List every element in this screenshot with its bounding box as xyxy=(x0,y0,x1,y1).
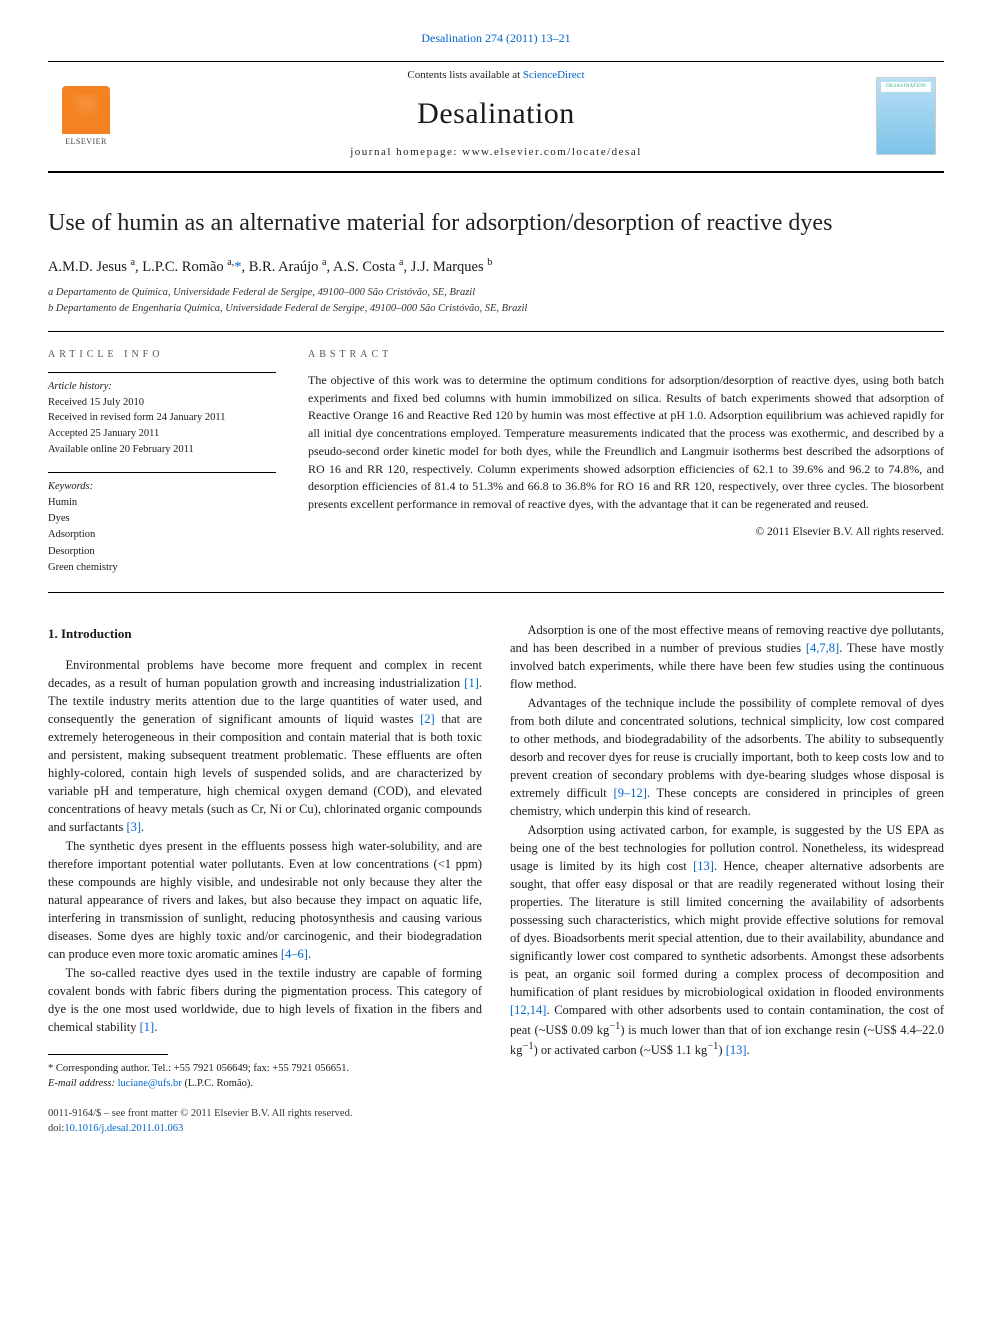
abstract-copyright: © 2011 Elsevier B.V. All rights reserved… xyxy=(308,524,944,540)
journal-cover-label: DESALINATION xyxy=(877,83,935,90)
elsevier-tree-icon xyxy=(62,86,110,134)
history-received: Received 15 July 2010 xyxy=(48,395,276,411)
body-para: Environmental problems have become more … xyxy=(48,656,482,836)
journal-name: Desalination xyxy=(124,93,868,135)
keyword: Dyes xyxy=(48,511,276,527)
body-para: Adsorption is one of the most effective … xyxy=(510,621,944,693)
history-accepted: Accepted 25 January 2011 xyxy=(48,426,276,442)
corresponding-email-link[interactable]: luciane@ufs.br xyxy=(118,1078,182,1089)
keyword: Green chemistry xyxy=(48,560,276,576)
article-history-label: Article history: xyxy=(48,379,276,395)
abstract-section: ABSTRACT The objective of this work was … xyxy=(308,348,944,576)
author-list: A.M.D. Jesus a, L.P.C. Romão a,*, B.R. A… xyxy=(48,256,944,277)
body-para: Adsorption using activated carbon, for e… xyxy=(510,821,944,1059)
doi-link[interactable]: 10.1016/j.desal.2011.01.063 xyxy=(64,1123,183,1134)
keywords-block: Keywords: Humin Dyes Adsorption Desorpti… xyxy=(48,472,276,577)
abstract-label: ABSTRACT xyxy=(308,348,944,362)
journal-cover-icon: DESALINATION xyxy=(876,77,936,155)
abstract-body: The objective of this work was to determ… xyxy=(308,372,944,514)
publisher-logo: ELSEVIER xyxy=(48,62,124,171)
doi-prefix: doi: xyxy=(48,1123,64,1134)
keyword: Adsorption xyxy=(48,527,276,543)
article-title: Use of humin as an alternative material … xyxy=(48,207,944,241)
body-para: Advantages of the technique include the … xyxy=(510,694,944,820)
affiliation-b: b Departamento de Engenharia Química, Un… xyxy=(48,301,944,317)
email-label: E-mail address: xyxy=(48,1078,115,1089)
journal-masthead: ELSEVIER Contents lists available at Sci… xyxy=(48,61,944,173)
divider-line xyxy=(48,331,944,332)
footnote-separator xyxy=(48,1054,168,1055)
body-para: The synthetic dyes present in the efflue… xyxy=(48,837,482,963)
contents-lists-line: Contents lists available at ScienceDirec… xyxy=(124,68,868,83)
section-heading-intro: 1. Introduction xyxy=(48,625,482,644)
body-para: The so-called reactive dyes used in the … xyxy=(48,964,482,1036)
keyword: Desorption xyxy=(48,544,276,560)
running-citation: Desalination 274 (2011) 13–21 xyxy=(48,30,944,47)
article-body: 1. Introduction Environmental problems h… xyxy=(48,621,944,1091)
issn-copyright-line: 0011-9164/$ – see front matter © 2011 El… xyxy=(48,1107,944,1122)
corresponding-author-note: * Corresponding author. Tel.: +55 7921 0… xyxy=(48,1061,482,1076)
history-online: Available online 20 February 2011 xyxy=(48,442,276,458)
history-revised: Received in revised form 24 January 2011 xyxy=(48,410,276,426)
email-attribution: (L.P.C. Romão). xyxy=(184,1078,253,1089)
publisher-name: ELSEVIER xyxy=(65,136,107,147)
journal-cover-thumb: DESALINATION xyxy=(868,62,944,171)
contents-lists-prefix: Contents lists available at xyxy=(407,69,522,81)
affiliations: a Departamento de Química, Universidade … xyxy=(48,285,944,317)
keywords-label: Keywords: xyxy=(48,479,276,495)
article-info-sidebar: ARTICLE INFO Article history: Received 1… xyxy=(48,348,276,576)
journal-homepage: journal homepage: www.elsevier.com/locat… xyxy=(124,145,868,160)
footnotes: * Corresponding author. Tel.: +55 7921 0… xyxy=(48,1061,482,1091)
article-history: Article history: Received 15 July 2010 R… xyxy=(48,372,276,458)
article-info-label: ARTICLE INFO xyxy=(48,348,276,362)
affiliation-a: a Departamento de Química, Universidade … xyxy=(48,285,944,301)
page-footer: 0011-9164/$ – see front matter © 2011 El… xyxy=(48,1107,944,1136)
sciencedirect-link[interactable]: ScienceDirect xyxy=(523,69,585,81)
keyword: Humin xyxy=(48,495,276,511)
